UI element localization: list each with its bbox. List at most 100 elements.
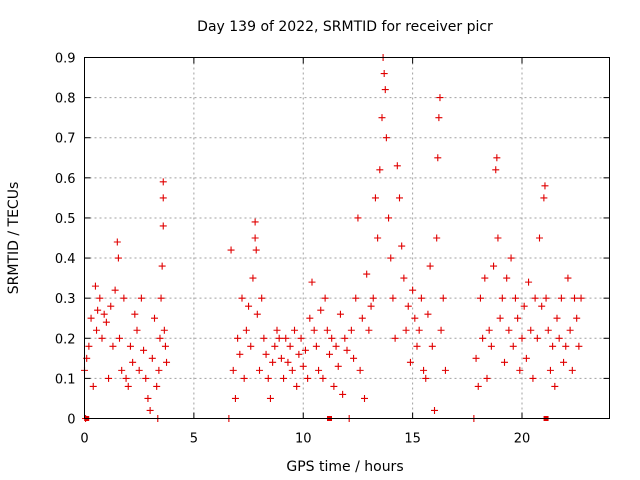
data-point <box>336 310 344 318</box>
data-point <box>434 154 442 162</box>
y-tick-label: 0.8 <box>55 92 76 107</box>
data-point <box>381 86 389 94</box>
data-point <box>505 326 513 334</box>
x-tick-label: 15 <box>404 432 421 447</box>
data-point <box>142 374 150 382</box>
y-tick-label: 0 <box>67 413 75 428</box>
data-point <box>271 342 279 350</box>
data-point <box>140 346 148 354</box>
data-point <box>511 294 519 302</box>
data-point <box>503 274 511 282</box>
y-tick-label: 0.6 <box>55 172 76 187</box>
data-point <box>367 302 375 310</box>
data-point <box>420 366 428 374</box>
plot-frame <box>84 57 610 419</box>
x-tick-label: 10 <box>295 432 312 447</box>
data-point <box>525 278 533 286</box>
data-point <box>376 166 384 174</box>
chart-title: Day 139 of 2022, SRMTID for receiver pic… <box>197 19 493 35</box>
data-point <box>546 366 554 374</box>
data-point <box>102 318 110 326</box>
data-point <box>144 394 152 402</box>
data-point <box>560 358 568 366</box>
data-point <box>352 294 360 302</box>
data-point <box>566 326 574 334</box>
data-point <box>422 374 430 382</box>
data-point <box>245 302 253 310</box>
data-point <box>282 334 290 342</box>
data-point <box>553 314 561 322</box>
data-point <box>551 382 559 390</box>
data-point <box>240 374 248 382</box>
data-point <box>328 334 336 342</box>
data-point <box>334 362 342 370</box>
y-tick-label: 0.4 <box>55 252 76 267</box>
data-point <box>575 342 583 350</box>
data-point <box>153 382 161 390</box>
data-point <box>501 358 508 366</box>
data-point <box>474 382 482 390</box>
data-point <box>389 294 397 302</box>
data-point <box>498 294 506 302</box>
data-point <box>247 342 255 350</box>
data-point <box>273 326 281 334</box>
data-point <box>114 254 122 262</box>
x-tick-label: 0 <box>80 432 88 447</box>
data-points <box>81 54 585 422</box>
data-point <box>284 358 292 366</box>
data-point <box>577 294 585 302</box>
data-point <box>573 314 581 322</box>
data-point <box>541 182 549 190</box>
data-point <box>131 310 139 318</box>
data-point <box>374 234 382 242</box>
data-point <box>424 310 432 318</box>
data-point <box>398 242 406 250</box>
data-point <box>433 234 441 242</box>
data-point <box>234 334 242 342</box>
data-point <box>494 234 502 242</box>
data-point <box>531 294 539 302</box>
data-point <box>391 334 399 342</box>
data-point <box>441 366 449 374</box>
data-point <box>562 342 570 350</box>
data-point <box>157 294 165 302</box>
data-point <box>258 294 266 302</box>
data-point <box>236 350 244 358</box>
data-point <box>315 366 323 374</box>
data-point <box>146 406 154 414</box>
data-point <box>428 342 436 350</box>
data-point <box>310 326 318 334</box>
data-point <box>116 334 123 342</box>
data-point <box>439 294 447 302</box>
data-point <box>341 334 349 342</box>
data-point <box>85 342 93 350</box>
data-point <box>476 294 484 302</box>
data-point <box>109 342 117 350</box>
y-tick-label: 0.3 <box>55 292 76 307</box>
data-point <box>483 374 491 382</box>
data-point <box>393 162 401 170</box>
data-point <box>163 358 171 366</box>
x-tick-label: 5 <box>190 432 198 447</box>
data-point <box>339 390 347 398</box>
data-point <box>363 270 371 278</box>
data-point <box>411 314 419 322</box>
data-point <box>129 358 137 366</box>
data-point <box>124 382 132 390</box>
data-point <box>350 354 358 362</box>
data-point <box>542 294 550 302</box>
data-point <box>358 314 366 322</box>
data-point <box>105 374 113 382</box>
data-point <box>415 326 423 334</box>
x-tick-label: 20 <box>514 432 531 447</box>
data-point <box>264 374 272 382</box>
data-point <box>540 194 548 202</box>
data-point <box>436 94 444 102</box>
data-point <box>330 382 338 390</box>
data-point <box>409 286 417 294</box>
data-point <box>98 334 106 342</box>
data-point <box>426 262 434 270</box>
data-point <box>514 314 522 322</box>
data-point <box>479 334 487 342</box>
